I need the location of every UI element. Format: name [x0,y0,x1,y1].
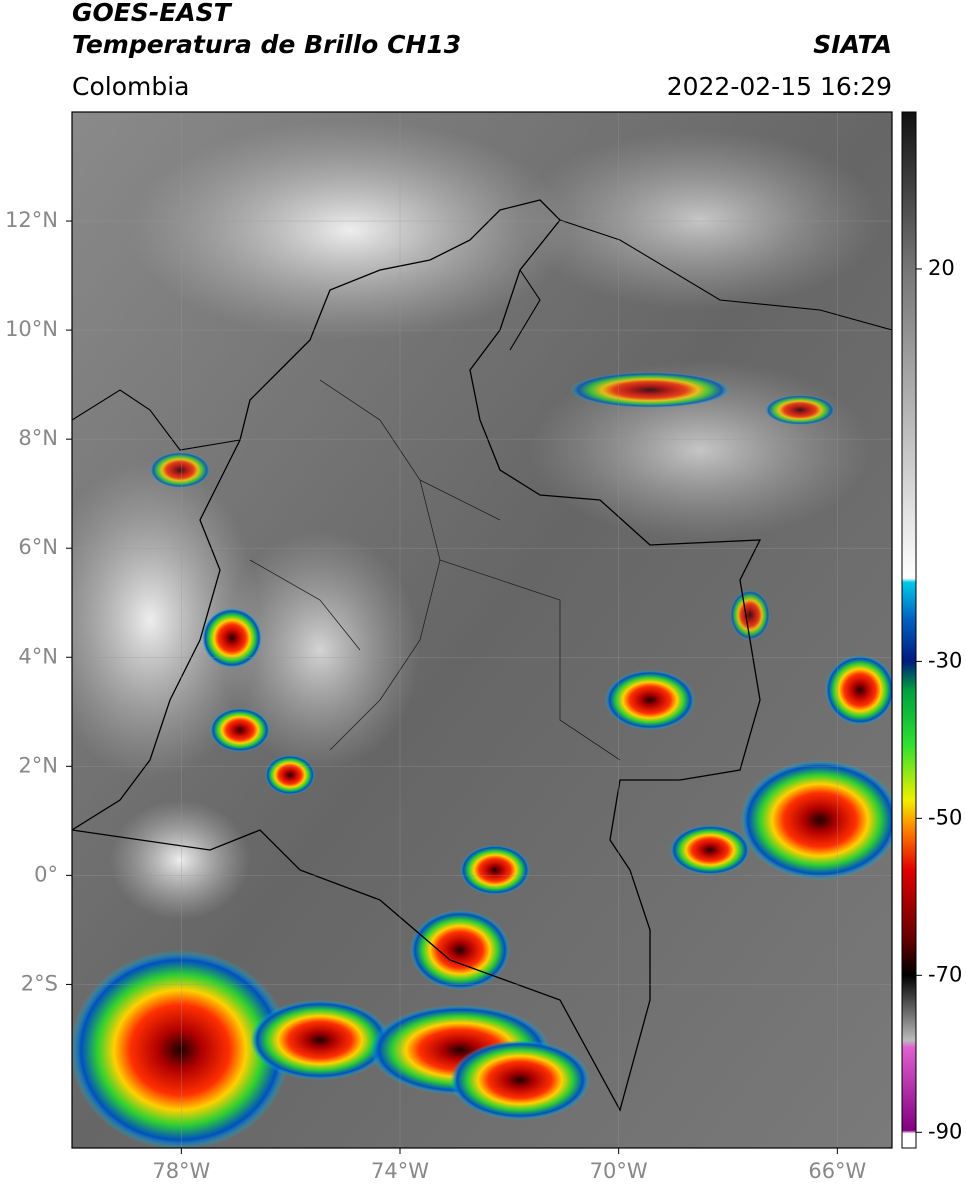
colorbar [901,111,917,1149]
y-tick-label: 4°N [18,644,58,668]
region: Colombia [72,72,189,101]
x-tick-label: 66°W [808,1159,866,1183]
x-tick-label: 78°W [152,1159,210,1183]
title: Temperatura de Brillo CH13 [72,30,461,59]
map-frame [71,111,893,1149]
y-tick-label: 0° [34,862,58,886]
x-tick-label: 70°W [590,1159,648,1183]
title: GOES-EAST [72,0,233,27]
satellite-image [72,112,892,1148]
y-tick-label: 2°N [18,753,58,777]
y-tick-label: 12°N [5,208,58,232]
source: SIATA [813,30,892,59]
timestamp: 2022-02-15 16:29 [667,72,892,101]
colorbar-label: -90 [928,1119,962,1143]
y-tick-label: 2°S [21,971,58,995]
y-tick-label: 10°N [5,317,58,341]
colorbar-label: 20 [928,256,955,280]
y-tick-label: 6°N [18,535,58,559]
x-tick-label: 74°W [371,1159,429,1183]
y-tick-label: 8°N [18,426,58,450]
colorbar-label: -70 [928,962,962,986]
colorbar-label: -30 [928,648,962,672]
colorbar-label: -50 [928,805,962,829]
